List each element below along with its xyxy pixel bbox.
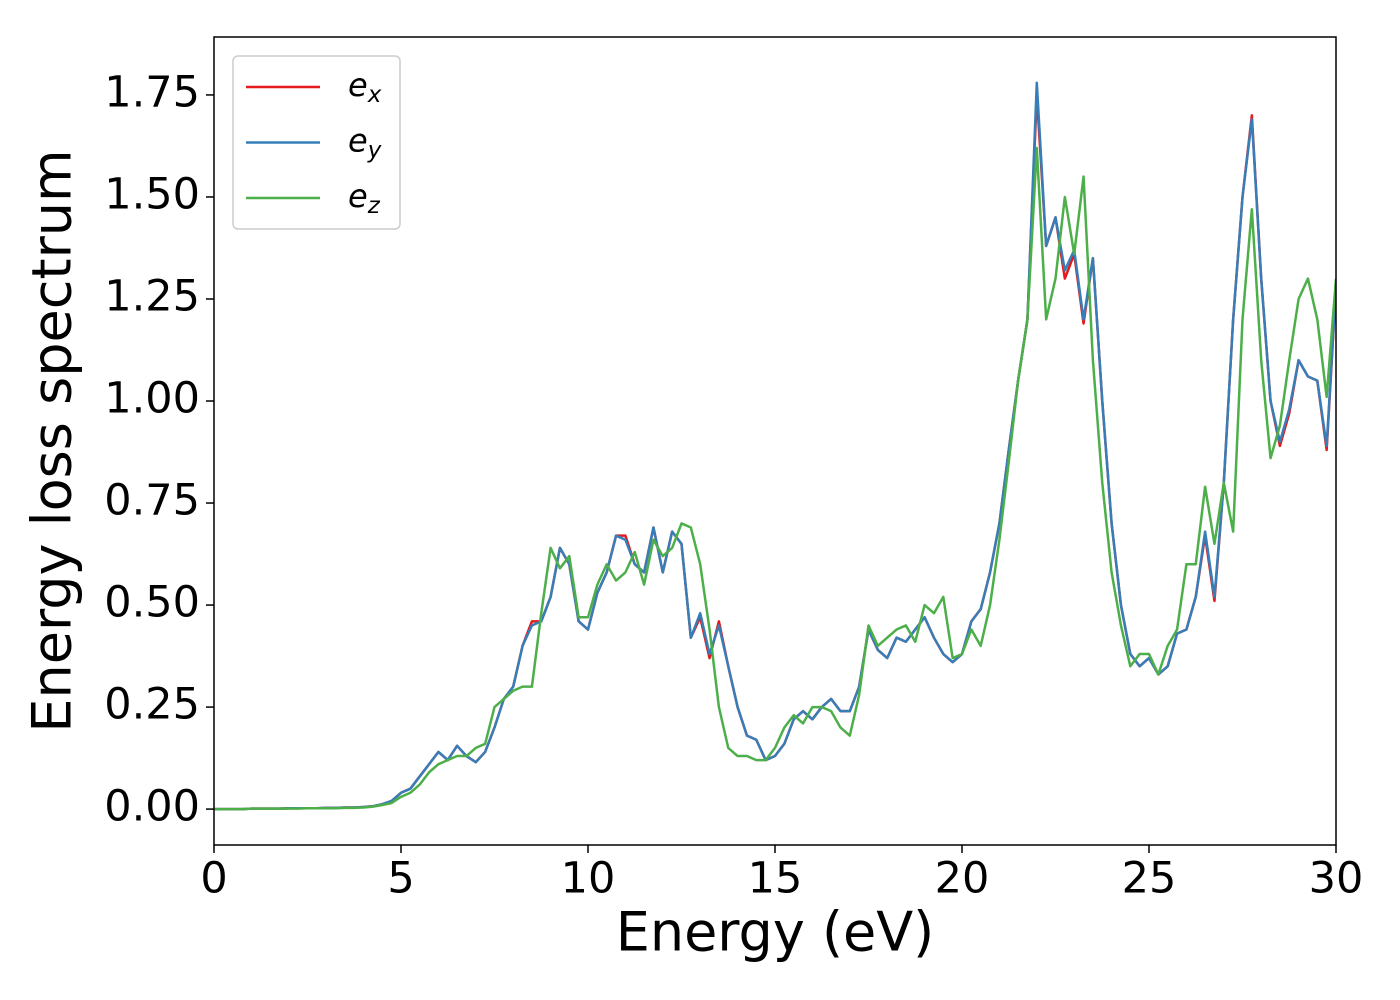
y-tick-label: 0.00	[104, 782, 200, 832]
x-tick-label: 30	[1309, 854, 1364, 904]
series-line	[214, 81, 1336, 811]
y-tick-label: 0.25	[104, 680, 200, 730]
legend-label: ey	[348, 122, 382, 164]
x-tick-label: 0	[200, 854, 227, 904]
y-tick-label: 1.75	[104, 67, 200, 117]
y-tick-label: 0.50	[104, 578, 200, 628]
y-tick-label: 1.25	[104, 271, 200, 321]
legend-label: ez	[348, 177, 381, 219]
series-line	[214, 146, 1336, 811]
x-tick-label: 20	[935, 854, 990, 904]
y-tick-label: 1.00	[104, 374, 200, 424]
y-tick-label: 1.50	[104, 169, 200, 219]
x-tick-label: 25	[1122, 854, 1177, 904]
legend-label: ex	[348, 66, 382, 108]
x-tick-label: 15	[748, 854, 803, 904]
plot-frame	[213, 36, 1337, 846]
x-axis-label: Energy (eV)	[616, 901, 935, 964]
x-tick-label: 5	[387, 854, 414, 904]
y-tick-label: 0.75	[104, 476, 200, 526]
x-tick-label: 10	[561, 854, 616, 904]
y-axis-label: Energy loss spectrum	[21, 149, 84, 732]
